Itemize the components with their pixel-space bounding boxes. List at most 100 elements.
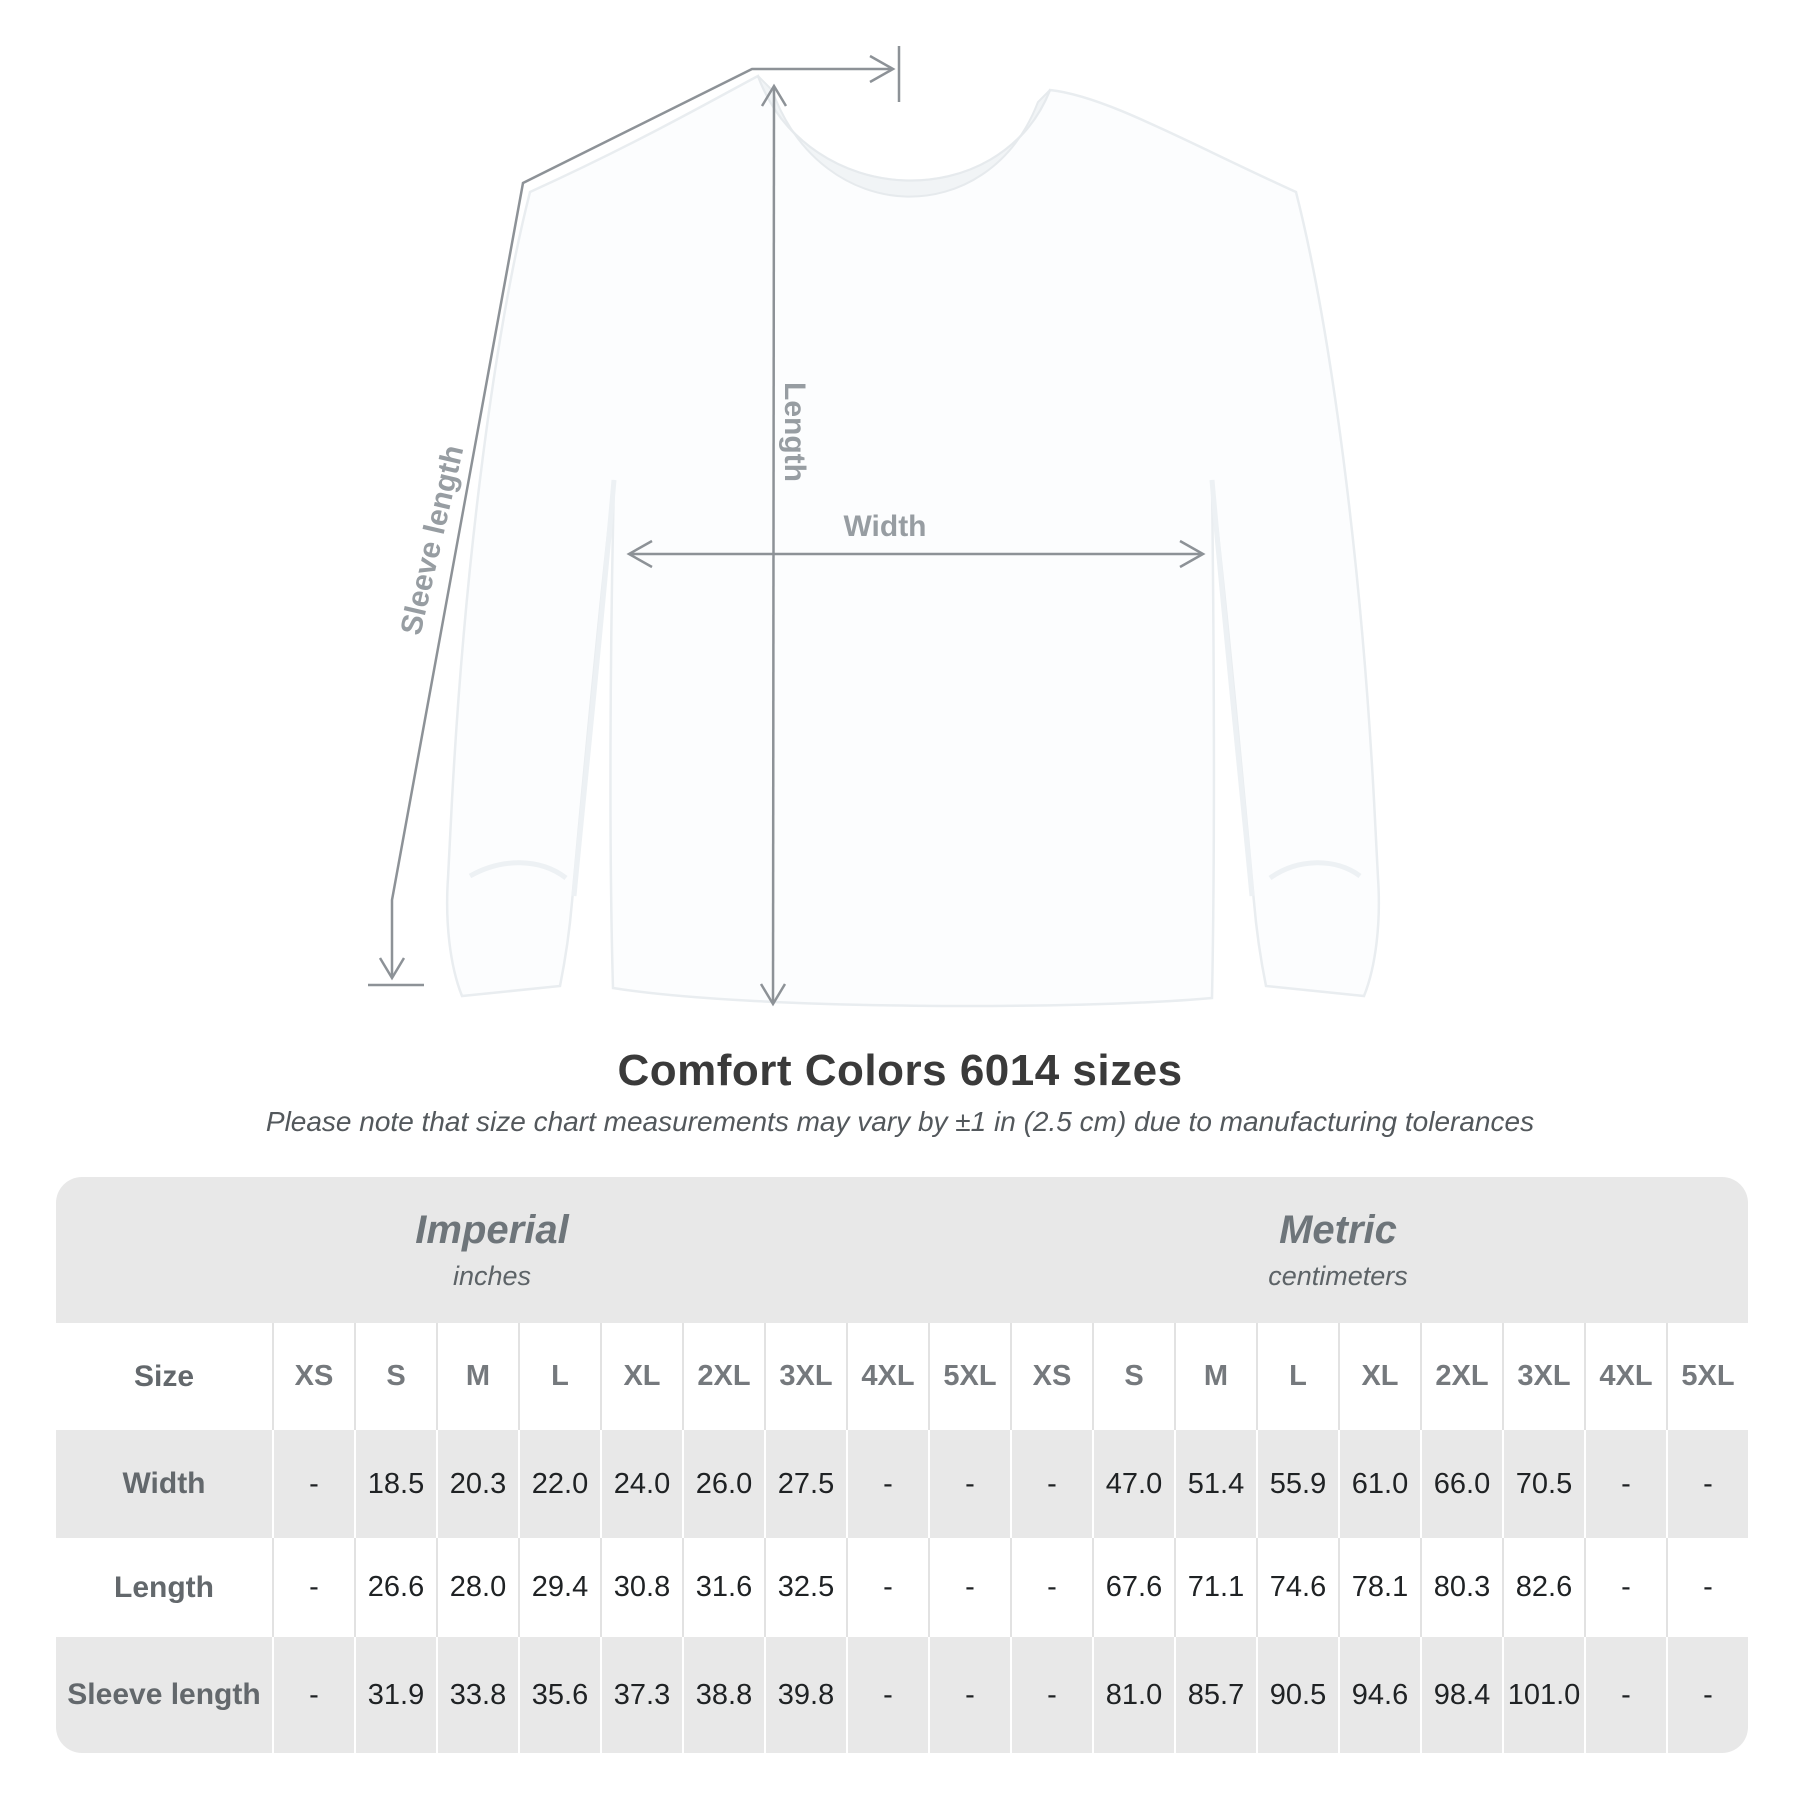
table-row-sleeve-length: Sleeve length - 31.9 33.8 35.6 37.3 38.8…: [56, 1637, 1748, 1753]
value-cell: 20.3: [436, 1430, 518, 1538]
shirt-shading-right: [1209, 479, 1255, 897]
cuff-gather-left: [468, 860, 568, 881]
size-col-header: 3XL: [764, 1323, 846, 1430]
table-row-width: Width - 18.5 20.3 22.0 24.0 26.0 27.5 - …: [56, 1430, 1748, 1538]
value-cell: 78.1: [1338, 1538, 1420, 1637]
value-cell: -: [846, 1637, 928, 1753]
value-cell: 55.9: [1256, 1430, 1338, 1538]
value-cell: -: [1010, 1538, 1092, 1637]
value-cell: 38.8: [682, 1637, 764, 1753]
size-col-header: M: [436, 1323, 518, 1430]
metric-unit: centimeters: [1268, 1261, 1408, 1291]
sleeve-arrowhead-down: [378, 957, 406, 981]
size-col-header: 5XL: [1666, 1323, 1748, 1430]
size-header-cell: Size: [133, 1359, 195, 1393]
value-cell: -: [1010, 1430, 1092, 1538]
row-label: Sleeve length: [67, 1678, 261, 1711]
value-cell: 98.4: [1420, 1637, 1502, 1753]
value-cell: 18.5: [354, 1430, 436, 1538]
metric-heading: Metric: [1279, 1208, 1397, 1252]
value-cell: 33.8: [436, 1637, 518, 1753]
value-cell: 22.0: [518, 1430, 600, 1538]
value-cell: 82.6: [1502, 1538, 1584, 1637]
size-col-header: 3XL: [1502, 1323, 1584, 1430]
value-cell: -: [928, 1538, 1010, 1637]
size-col-header: L: [518, 1323, 600, 1430]
shirt-measurement-diagram: Sleeve length Length Width: [368, 46, 1381, 1008]
value-cell: -: [846, 1430, 928, 1538]
value-cell: 24.0: [600, 1430, 682, 1538]
value-cell: 90.5: [1256, 1637, 1338, 1753]
value-cell: 27.5: [764, 1430, 846, 1538]
sleeve-arrowhead-right: [869, 54, 896, 84]
size-col-header: 5XL: [928, 1323, 1010, 1430]
tolerance-note: Please note that size chart measurements…: [265, 1106, 1535, 1137]
page-title: Comfort Colors 6014 sizes: [617, 1046, 1183, 1095]
cuff-gather-right: [1268, 860, 1362, 881]
value-cell: 67.6: [1092, 1538, 1174, 1637]
value-cell: -: [272, 1538, 354, 1637]
value-cell: 35.6: [518, 1637, 600, 1753]
value-cell: 94.6: [1338, 1637, 1420, 1753]
row-label: Width: [122, 1467, 206, 1500]
size-col-header: XL: [1338, 1323, 1420, 1430]
value-cell: 47.0: [1092, 1430, 1174, 1538]
size-col-header: S: [1092, 1323, 1174, 1430]
value-cell: 39.8: [764, 1637, 846, 1753]
size-chart-table: Imperial inches Metric centimeters Size …: [56, 1177, 1748, 1753]
value-cell: 32.5: [764, 1538, 846, 1637]
value-cell: -: [1666, 1637, 1748, 1753]
value-cell: 101.0: [1502, 1637, 1584, 1753]
value-cell: 85.7: [1174, 1637, 1256, 1753]
value-cell: -: [1584, 1538, 1666, 1637]
length-arrowhead-up: [760, 83, 788, 107]
shirt-silhouette: [445, 74, 1381, 1008]
value-cell: -: [1010, 1637, 1092, 1753]
imperial-unit: inches: [452, 1261, 532, 1291]
value-cell: 70.5: [1502, 1430, 1584, 1538]
size-col-header: XS: [272, 1323, 354, 1430]
size-col-header: S: [354, 1323, 436, 1430]
value-cell: 31.9: [354, 1637, 436, 1753]
value-cell: 61.0: [1338, 1430, 1420, 1538]
length-label: Length: [778, 382, 811, 482]
value-cell: -: [1666, 1538, 1748, 1637]
shirt-collar: [757, 75, 1051, 198]
size-col-header: M: [1174, 1323, 1256, 1430]
value-cell: -: [1584, 1430, 1666, 1538]
value-cell: -: [1584, 1637, 1666, 1753]
size-header-row: Size XS S M L XL 2XL 3XL 4XL 5XL XS S M …: [56, 1323, 1748, 1430]
value-cell: -: [272, 1637, 354, 1753]
value-cell: 26.0: [682, 1430, 764, 1538]
sleeve-length-measure-line: [390, 67, 893, 976]
value-cell: 31.6: [682, 1538, 764, 1637]
value-cell: 26.6: [354, 1538, 436, 1637]
value-cell: 81.0: [1092, 1637, 1174, 1753]
value-cell: 66.0: [1420, 1430, 1502, 1538]
value-cell: 30.8: [600, 1538, 682, 1637]
value-cell: 74.6: [1256, 1538, 1338, 1637]
metric-header: Metric centimeters: [928, 1177, 1748, 1323]
length-measure-line: [771, 85, 776, 1005]
width-label: Width: [843, 510, 926, 543]
value-cell: -: [1666, 1430, 1748, 1538]
length-arrowhead-down: [759, 983, 787, 1007]
size-col-header: 2XL: [682, 1323, 764, 1430]
value-cell: 28.0: [436, 1538, 518, 1637]
size-col-header: XL: [600, 1323, 682, 1430]
value-cell: 71.1: [1174, 1538, 1256, 1637]
value-cell: -: [272, 1430, 354, 1538]
width-arrowhead-right: [1179, 539, 1206, 569]
value-cell: 37.3: [600, 1637, 682, 1753]
width-arrowhead-left: [626, 539, 653, 569]
size-col-header: 4XL: [846, 1323, 928, 1430]
imperial-header: Imperial inches: [56, 1177, 928, 1323]
value-cell: 80.3: [1420, 1538, 1502, 1637]
size-col-header: XS: [1010, 1323, 1092, 1430]
imperial-heading: Imperial: [415, 1208, 569, 1252]
value-cell: -: [846, 1538, 928, 1637]
size-col-header: 2XL: [1420, 1323, 1502, 1430]
value-cell: -: [928, 1430, 1010, 1538]
shirt-shading-left: [571, 479, 617, 897]
